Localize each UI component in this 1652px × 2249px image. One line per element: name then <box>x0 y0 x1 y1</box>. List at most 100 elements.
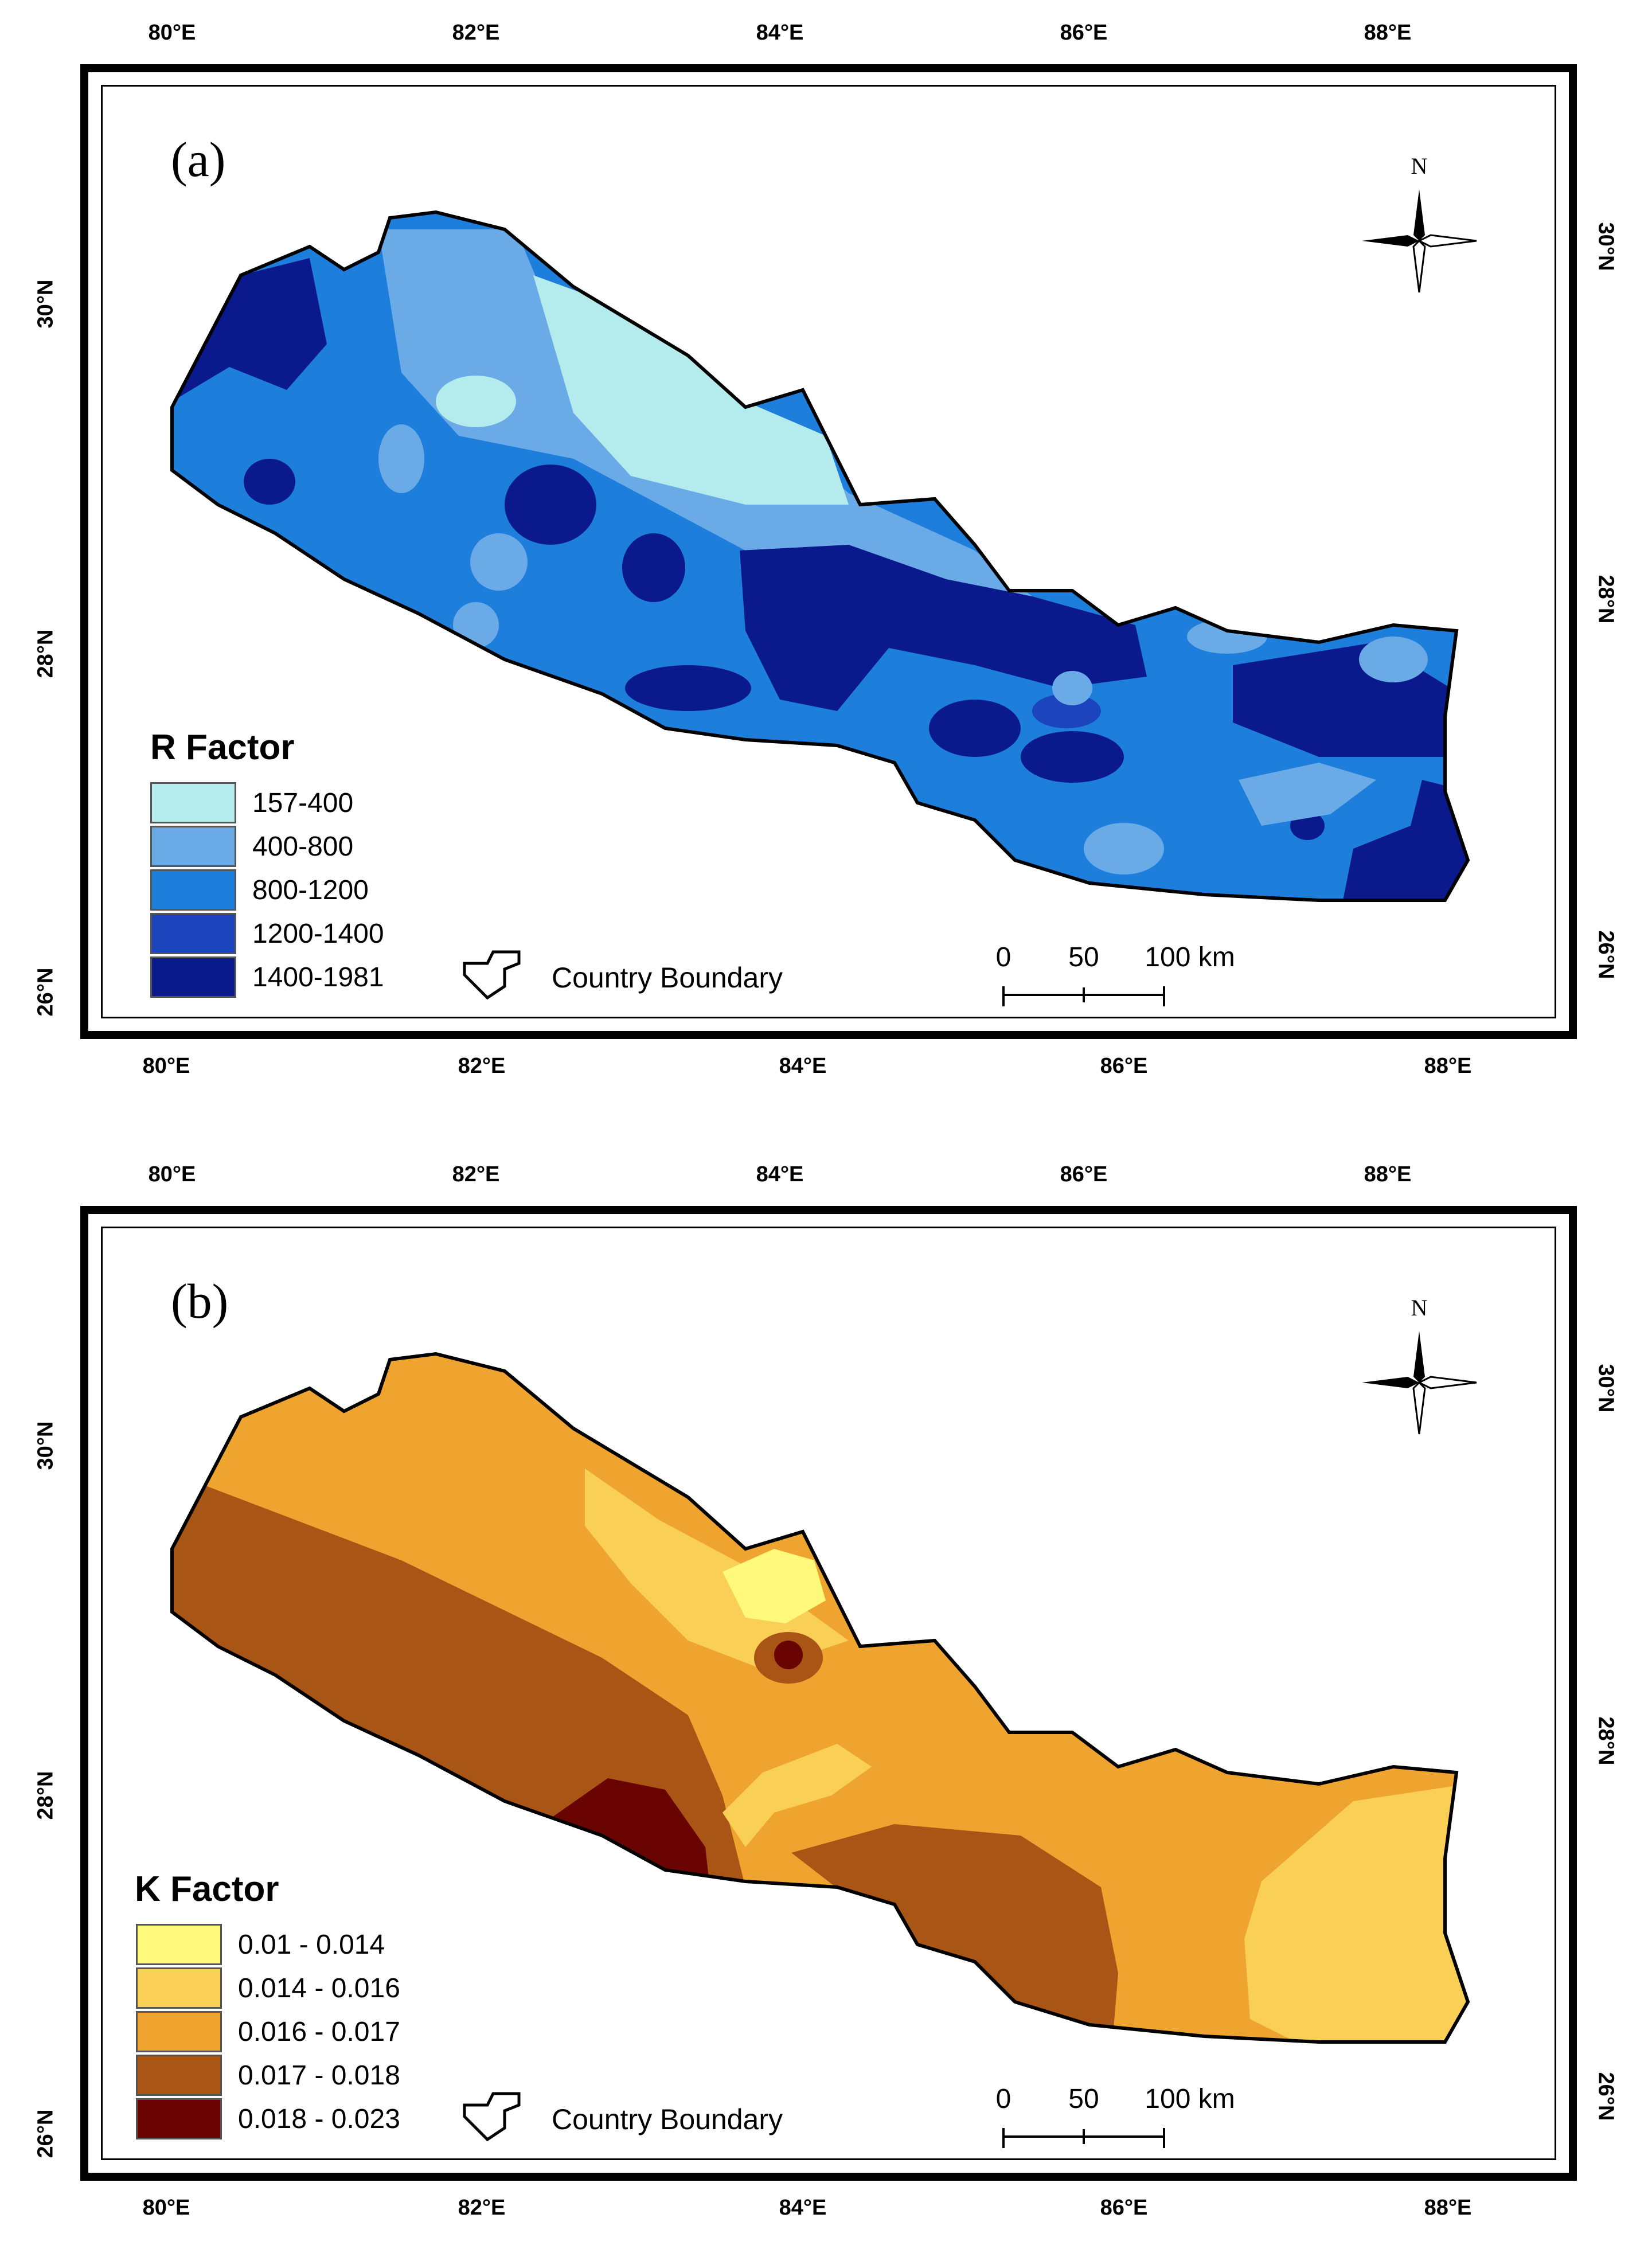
nepal-boundary <box>170 1352 1470 2044</box>
legend-swatch <box>150 782 236 823</box>
r-zone-400-800 <box>1084 823 1164 874</box>
k-zone-0.017-0.018 <box>172 1469 745 1887</box>
legend-label: 0.018 - 0.023 <box>238 2103 400 2134</box>
country-boundary-symbol <box>463 2092 521 2142</box>
legend-item: 800-1200 <box>150 868 369 912</box>
r-zone-400-800 <box>1359 637 1428 682</box>
lon-tick-top: 86°E <box>1060 21 1108 45</box>
r-zone-1400-1981 <box>1342 780 1468 900</box>
lon-tick-bottom: 88°E <box>1424 1054 1472 1078</box>
nepal-boundary <box>170 210 1470 902</box>
lon-tick-bottom: 88°E <box>1424 2196 1472 2220</box>
lon-tick-bottom: 84°E <box>779 2196 827 2220</box>
k-factor-map <box>170 1331 1477 2148</box>
lon-tick-bottom: 82°E <box>458 1054 506 1078</box>
lon-tick-bottom: 86°E <box>1100 2196 1148 2220</box>
k-zone-0.014-0.016 <box>722 1744 872 1847</box>
panel-b: 80°E 82°E 84°E 86°E 88°E 30°N 28°N 26°N … <box>0 1124 1652 2249</box>
legend-swatch <box>136 1924 222 1965</box>
lon-tick-bottom: 84°E <box>779 1054 827 1078</box>
r-zone-1200-1400 <box>1032 694 1101 728</box>
scale-label: 100 km <box>1145 942 1235 973</box>
legend-item: 400-800 <box>150 825 353 868</box>
r-zone-1400-1981 <box>505 464 596 545</box>
scale-label: 100 km <box>1145 2084 1235 2114</box>
legend-item: 0.018 - 0.023 <box>136 2097 400 2141</box>
north-label: N <box>1411 153 1428 179</box>
north-label: N <box>1411 1295 1428 1321</box>
lon-tick-bottom: 80°E <box>142 2196 190 2220</box>
legend-label: 0.01 - 0.014 <box>238 1929 385 1960</box>
panel-label: (b) <box>171 1274 229 1329</box>
legend-title: R Factor <box>150 728 295 767</box>
r-zone-1400-1981 <box>740 545 1147 711</box>
k-zone-0.01-0.014 <box>722 1549 826 1623</box>
compass-rose <box>1362 189 1477 293</box>
legend-swatch <box>136 2098 222 2139</box>
lon-tick-top: 84°E <box>756 1162 804 1186</box>
r-zone-157-400 <box>533 275 849 505</box>
scale-label: 50 <box>1068 942 1099 973</box>
k-zone-0.014-0.016 <box>1244 1784 1468 2042</box>
lon-tick-top: 84°E <box>756 21 804 45</box>
lon-tick-bottom: 86°E <box>1100 1054 1148 1078</box>
boundary-legend-label: Country Boundary <box>552 962 783 994</box>
legend-label: 0.014 - 0.016 <box>238 1973 400 2004</box>
legend-label: 1200-1400 <box>252 918 384 949</box>
legend-swatch <box>136 1967 222 2009</box>
lon-tick-bottom: 82°E <box>458 2196 506 2220</box>
lon-tick-top: 88°E <box>1364 21 1412 45</box>
boundary-legend-label: Country Boundary <box>552 2103 783 2135</box>
legend-label: 0.016 - 0.017 <box>238 2016 400 2047</box>
lon-tick-top: 82°E <box>452 21 500 45</box>
legend-item: 0.016 - 0.017 <box>136 2010 400 2053</box>
legend-item: 0.014 - 0.016 <box>136 1966 400 2010</box>
lon-tick-bottom: 80°E <box>142 1054 190 1078</box>
r-factor-map <box>170 189 1477 1006</box>
r-zone-400-800 <box>1239 763 1376 826</box>
r-zone-400-800 <box>378 424 424 493</box>
legend-swatch <box>150 913 236 954</box>
legend-label: 1400-1981 <box>252 962 384 993</box>
lon-tick-top: 86°E <box>1060 1162 1108 1186</box>
panel-a: 80°E 82°E 84°E 86°E 88°E 30°N 28°N 26°N … <box>0 0 1652 1124</box>
scale-bar <box>1002 2128 1165 2148</box>
r-zone-1400-1981 <box>929 700 1021 757</box>
lon-tick-top: 80°E <box>148 1162 196 1186</box>
r-zone-400-800 <box>1187 619 1267 654</box>
lon-tick-top: 82°E <box>452 1162 500 1186</box>
legend-item: 0.01 - 0.014 <box>136 1923 385 1966</box>
r-factor-zones <box>172 212 1468 900</box>
r-zone-400-800 <box>1052 671 1092 705</box>
r-zone-400-800 <box>470 533 528 591</box>
k-zone-0.018-0.023 <box>711 1881 786 1910</box>
legend-label: 157-400 <box>252 787 354 818</box>
legend-item: 1400-1981 <box>150 955 384 999</box>
lon-tick-top: 80°E <box>148 21 196 45</box>
r-zone-1400-1981 <box>622 533 685 602</box>
scale-label: 50 <box>1068 2084 1099 2114</box>
legend-swatch <box>150 826 236 867</box>
r-zone-400-800 <box>453 602 499 648</box>
k-zone-0.018-0.023 <box>774 1641 803 1669</box>
scale-bar <box>1002 986 1165 1006</box>
r-zone-1400-1981 <box>625 665 751 711</box>
legend-label: 0.017 - 0.018 <box>238 2060 400 2091</box>
scale-label: 0 <box>995 2084 1011 2114</box>
compass-rose <box>1362 1331 1477 1435</box>
legend-swatch <box>136 2011 222 2052</box>
r-zone-1400-1981 <box>172 258 327 401</box>
scale-label: 0 <box>995 942 1011 973</box>
legend-swatch <box>150 869 236 911</box>
legend-title: K Factor <box>135 1869 279 1909</box>
legend-label: 400-800 <box>252 831 354 862</box>
legend-item: 1200-1400 <box>150 912 384 955</box>
legend-item: 157-400 <box>150 781 353 825</box>
r-zone-157-400 <box>436 376 516 427</box>
lon-tick-top: 88°E <box>1364 1162 1412 1186</box>
country-boundary-symbol <box>463 950 521 1000</box>
r-zone-1400-1981 <box>1021 731 1124 783</box>
legend-item: 0.017 - 0.018 <box>136 2053 400 2097</box>
legend-swatch <box>150 956 236 998</box>
k-zone-0.017-0.018 <box>791 1824 1118 2042</box>
